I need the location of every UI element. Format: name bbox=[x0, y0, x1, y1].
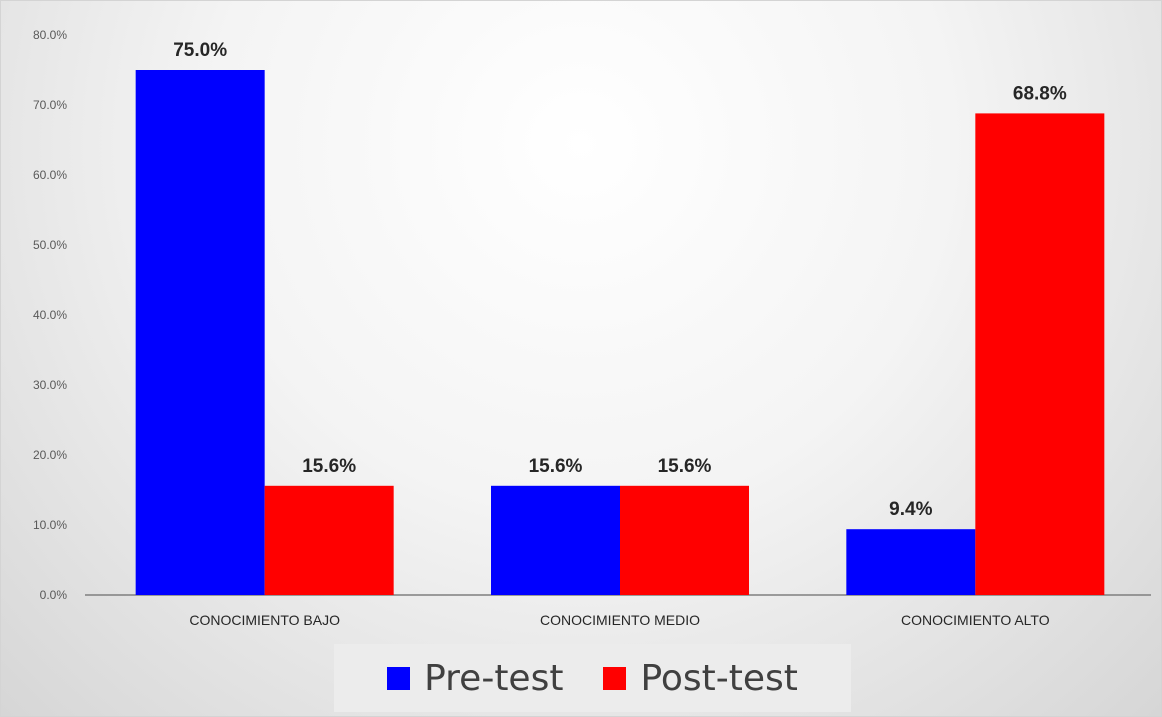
x-category-label: CONOCIMIENTO BAJO bbox=[189, 612, 340, 628]
legend-swatch-pre-test bbox=[387, 666, 411, 690]
data-label-pre-test-conocimiento-bajo: 75.0% bbox=[173, 40, 227, 61]
y-tick-label: 10.0% bbox=[33, 518, 67, 532]
legend-label-pre-test: Pre-test bbox=[424, 657, 564, 699]
y-tick-label: 80.0% bbox=[33, 28, 67, 42]
data-label-post-test-conocimiento-medio: 15.6% bbox=[658, 456, 712, 477]
data-label-pre-test-conocimiento-alto: 9.4% bbox=[889, 499, 932, 520]
legend-label-post-test: Post-test bbox=[640, 657, 798, 699]
y-tick-label: 70.0% bbox=[33, 98, 67, 112]
y-tick-label: 40.0% bbox=[33, 308, 67, 322]
y-tick-label: 20.0% bbox=[33, 448, 67, 462]
data-label-post-test-conocimiento-bajo: 15.6% bbox=[302, 456, 356, 477]
bar-post-test-conocimiento-alto bbox=[975, 113, 1105, 596]
legend-item-post-test: Post-test bbox=[603, 657, 798, 699]
bar-pre-test-conocimiento-bajo bbox=[135, 70, 265, 595]
x-category-label: CONOCIMIENTO MEDIO bbox=[540, 612, 700, 628]
legend-item-pre-test: Pre-test bbox=[387, 658, 563, 699]
bar-pre-test-conocimiento-medio bbox=[491, 485, 620, 595]
bar-post-test-conocimiento-bajo bbox=[264, 485, 394, 595]
legend: Pre-test Post-test bbox=[334, 644, 851, 712]
x-category-label: CONOCIMIENTO ALTO bbox=[901, 612, 1050, 628]
legend-swatch-post-test bbox=[603, 666, 627, 690]
y-tick-label: 30.0% bbox=[33, 378, 67, 392]
data-label-post-test-conocimiento-alto: 68.8% bbox=[1013, 83, 1067, 104]
y-tick-label: 0.0% bbox=[40, 588, 68, 602]
bar-post-test-conocimiento-medio bbox=[620, 485, 749, 595]
data-label-pre-test-conocimiento-medio: 15.6% bbox=[529, 456, 583, 477]
y-tick-label: 50.0% bbox=[33, 238, 67, 252]
bar-pre-test-conocimiento-alto bbox=[846, 529, 976, 595]
y-tick-label: 60.0% bbox=[33, 168, 67, 182]
